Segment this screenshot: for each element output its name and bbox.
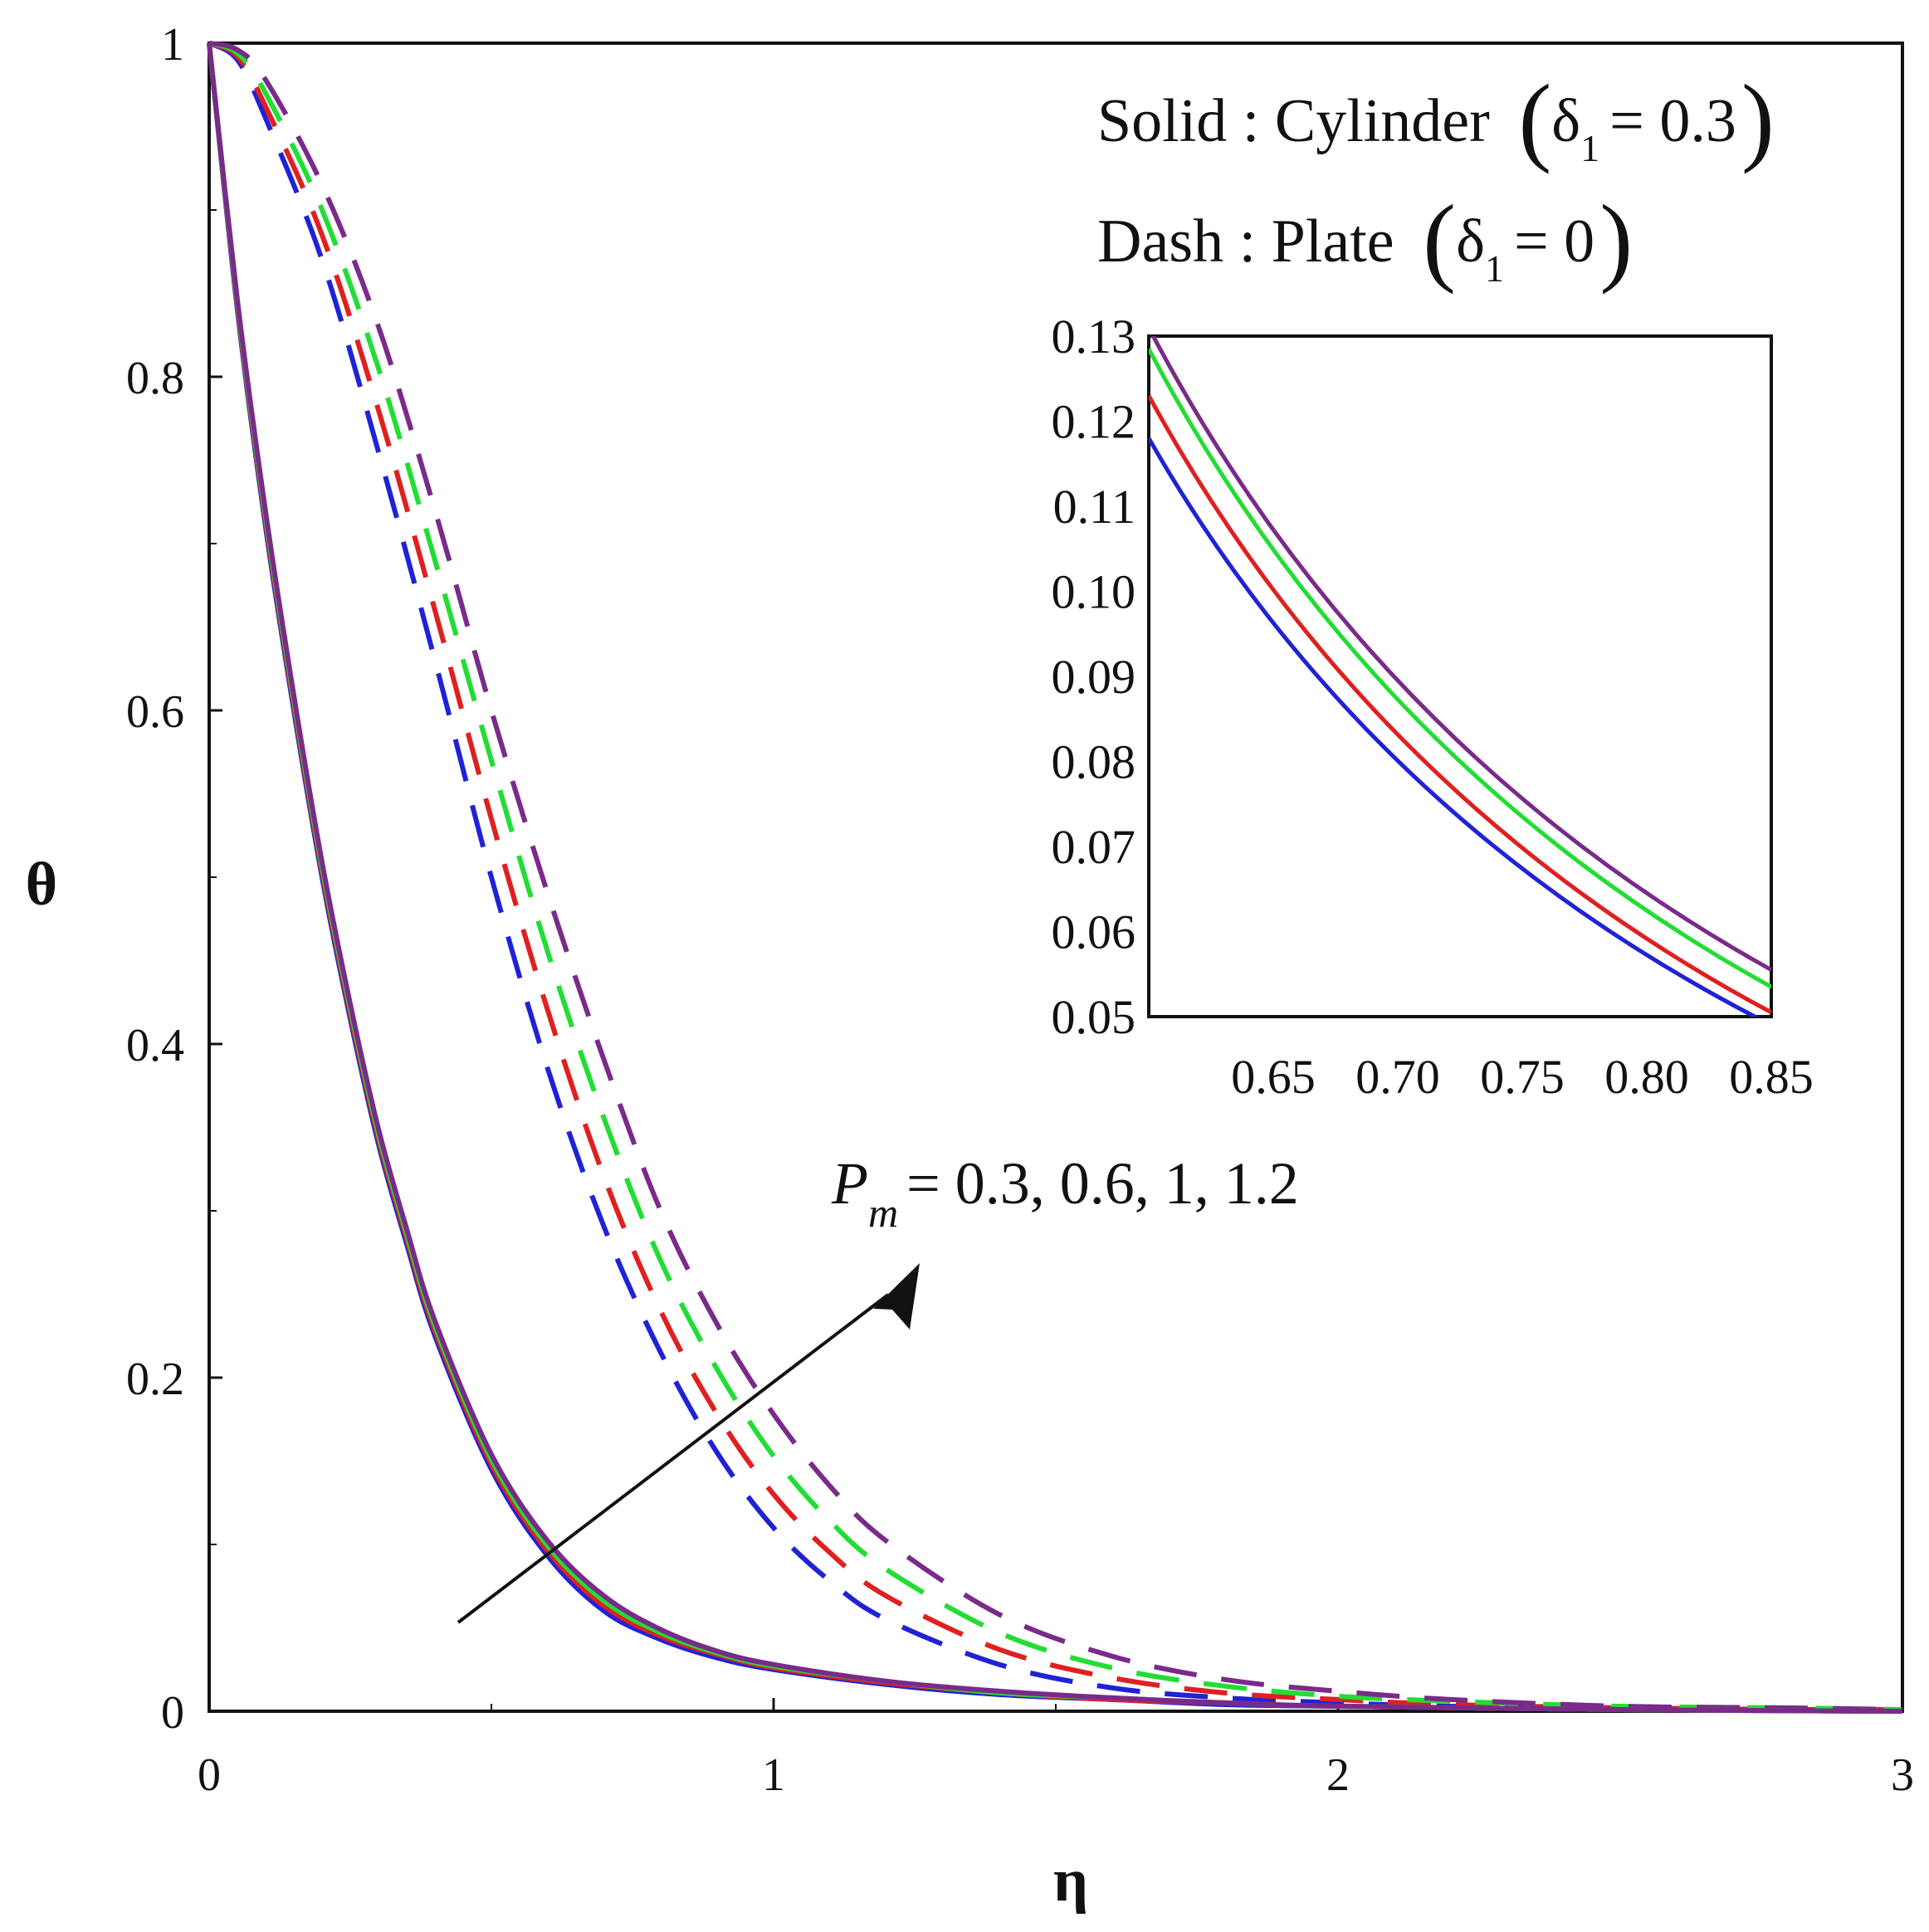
inset-y-tick-label: 0.10 [1052,565,1136,619]
inset-series-group [1149,336,1771,1017]
legend-line-dash: Dash : Plate (δ1 = 0) [1097,184,1633,295]
pm-sub: m [868,1189,898,1236]
inset-y-tick-label: 0.11 [1053,480,1135,534]
inset-x-tick-label: 0.70 [1355,1050,1440,1104]
inset-y-tick-label: 0.05 [1052,990,1136,1044]
plate-series-line [208,41,1903,1712]
legend-solid-prefix: Solid : Cylinder [1097,87,1490,155]
legend-line-solid: Solid : Cylinder (δ1 = 0.3) [1097,64,1775,174]
inset-series-line [1149,437,1760,1017]
y-tick-label: 0.2 [126,1354,184,1405]
x-tick-label: 2 [1326,1749,1350,1801]
legend-solid-sub: 1 [1580,127,1599,169]
inset-x-tick-label: 0.85 [1729,1050,1814,1104]
x-tick-label: 0 [198,1749,221,1801]
y-axis-label: θ [26,851,58,919]
legend: Solid : Cylinder (δ1 = 0.3) Dash : Plate … [1097,64,1775,295]
legend-dash-sub: 1 [1485,247,1504,290]
inset-series-line [1149,348,1771,989]
y-tick-label: 0.6 [126,686,184,738]
main-series-group [207,41,1903,1714]
y-tick-label: 0.4 [126,1020,184,1071]
plate-series-line [208,41,1903,1712]
pm-arrow-head [873,1263,920,1329]
pm-arrow-shaft [457,1293,890,1624]
x-tick-label: 1 [762,1749,785,1801]
y-tick-label: 0.8 [126,353,184,404]
inset-y-tick-label: 0.08 [1052,735,1136,789]
pm-sym: P [831,1150,868,1217]
inset-x-tick-label: 0.80 [1604,1050,1689,1104]
inset-axis-ticks: 0.65 0.70 0.75 0.80 0.85 0.05 0.06 0.07 0.08 0.09… [1052,310,1814,1104]
inset-x-tick-label: 0.65 [1231,1050,1316,1104]
inset-frame [1147,334,1773,1018]
x-axis-label: η [1053,1847,1088,1915]
plate-series-line [208,41,1903,1713]
pm-annotation: Pm = 0.3, 0.6, 1, 1.2 [457,1150,1299,1624]
inset-x-tick-label: 0.75 [1480,1050,1565,1104]
inset-y-tick-label: 0.12 [1052,395,1136,449]
legend-solid-rel: = 0.3 [1609,87,1736,155]
inset-series-line [1149,394,1771,1015]
pm-label: Pm = 0.3, 0.6, 1, 1.2 [831,1150,1299,1236]
y-tick-label: 0 [161,1687,184,1739]
y-tick-label: 1 [161,19,184,71]
inset-y-tick-label: 0.09 [1052,650,1136,704]
legend-dash-prefix: Dash : Plate [1097,207,1394,276]
inset-y-tick-label: 0.07 [1052,820,1136,874]
plate-series-line [208,41,1903,1713]
legend-dash-sym: δ [1456,207,1485,276]
legend-dash-rel: = 0 [1514,207,1594,276]
inset-y-tick-label: 0.06 [1052,905,1136,959]
x-tick-label: 3 [1891,1749,1914,1801]
cylinder-series-line [207,42,1903,1714]
pm-values: = 0.3, 0.6, 1, 1.2 [906,1150,1299,1217]
legend-solid-sym: δ [1551,87,1580,155]
inset-series-line [1150,336,1771,972]
inset-y-tick-label: 0.13 [1052,310,1136,363]
main-axis-ticks: 0 1 2 3 0 0.2 0.4 0.6 0.8 1 [126,19,1914,1801]
